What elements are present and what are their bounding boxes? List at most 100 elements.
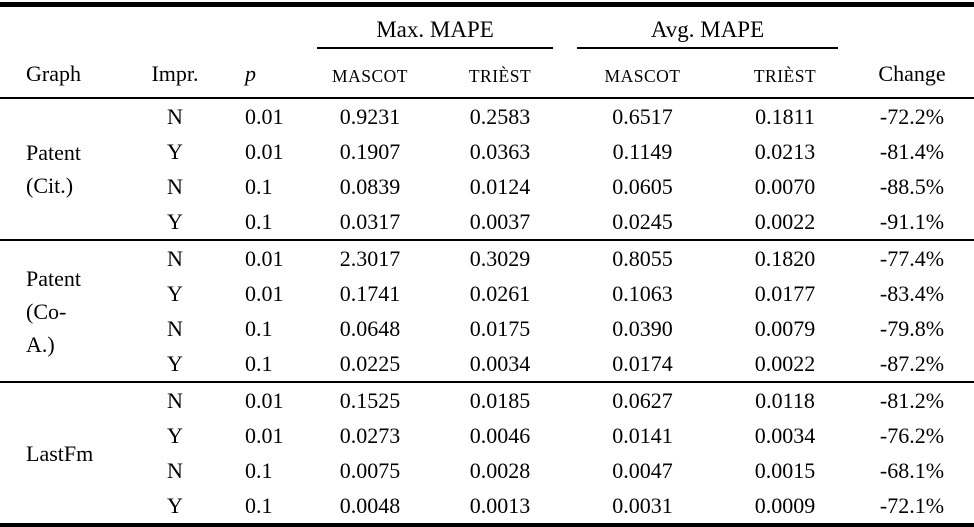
avg-mape-label: Avg. MAPE [650, 16, 765, 42]
cell-max-mascot: 0.1525 [305, 381, 435, 418]
cell-p: 0.1 [245, 315, 273, 341]
cell-max-mascot: 0.0225 [339, 350, 401, 376]
cell-impr: N [167, 173, 183, 199]
max-mape-group-header: Max. MAPE [305, 5, 565, 49]
cell-avg-mascot: 0.0047 [612, 457, 673, 483]
cell-change: -72.1% [879, 492, 945, 518]
cell-change: -88.5% [879, 173, 945, 199]
cell-change: -72.2% [879, 103, 945, 129]
cell-p: 0.1 [245, 173, 273, 199]
cell-impr: Y [167, 422, 183, 448]
col-header-change: Change [850, 49, 974, 99]
cell-impr: N [167, 457, 183, 483]
cell-impr: N [167, 103, 183, 129]
cell-impr: N [145, 239, 205, 276]
cell-change: -91.1% [879, 208, 945, 234]
cell-max-triest: 0.3029 [435, 239, 565, 276]
cell-avg-triest: 0.1811 [755, 103, 815, 129]
cell-max-triest: 0.0261 [469, 280, 531, 306]
cell-p: 0.1 [245, 457, 273, 483]
column-header-row: Graph Impr. p MASCOT TRIÈST MASCOT TRIÈS… [0, 49, 974, 99]
table-row: Y 0.1 0.0048 0.0013 0.0031 0.0009 -72.1% [0, 488, 974, 525]
cell-impr: Y [167, 208, 183, 234]
col-header-avg-triest: TRIÈST [720, 49, 850, 99]
max-mape-label: Max. MAPE [376, 16, 494, 42]
cell-p: 0.01 [245, 103, 284, 129]
table-row: N 0.1 0.0648 0.0175 0.0390 0.0079 -79.8% [0, 311, 974, 346]
cell-max-triest: 0.0175 [469, 315, 531, 341]
cell-impr: Y [167, 280, 183, 306]
table-row: Y 0.1 0.0317 0.0037 0.0245 0.0022 -91.1% [0, 204, 974, 240]
cell-p: 0.01 [245, 280, 284, 306]
cell-avg-mascot: 0.0141 [612, 422, 673, 448]
cell-p: 0.1 [245, 350, 273, 376]
cell-avg-triest: 0.1820 [720, 239, 850, 276]
cell-change: -77.4% [850, 239, 974, 276]
cell-max-triest: 0.0037 [469, 208, 531, 234]
table-row: Y 0.1 0.0225 0.0034 0.0174 0.0022 -87.2% [0, 346, 974, 382]
cell-max-mascot: 0.0648 [339, 315, 401, 341]
empty-header-cell [0, 5, 305, 50]
cell-max-triest: 0.0034 [469, 350, 531, 376]
group-patent-cit: Patent (Cit.) N 0.01 0.9231 0.2583 0.651… [0, 98, 974, 240]
group-patent-coa: Patent (Co- A.) N 0.01 2.3017 0.3029 0.8… [0, 239, 974, 382]
cell-max-mascot: 0.0273 [339, 422, 401, 448]
cell-change: -68.1% [879, 457, 945, 483]
cell-p: 0.01 [245, 422, 284, 448]
col-header-avg-mascot: MASCOT [565, 49, 720, 99]
cell-p: 0.01 [205, 239, 305, 276]
cell-avg-triest: 0.0034 [754, 422, 816, 448]
cell-max-triest: 0.0028 [469, 457, 531, 483]
cell-max-triest: 0.0013 [469, 492, 531, 518]
table-row: N 0.1 0.0075 0.0028 0.0047 0.0015 -68.1% [0, 453, 974, 488]
cell-impr: Y [167, 138, 183, 164]
cell-p: 0.01 [205, 381, 305, 418]
cell-avg-triest: 0.0079 [754, 315, 816, 341]
cell-max-mascot: 0.0048 [339, 492, 401, 518]
col-header-impr: Impr. [145, 49, 205, 99]
cell-max-triest: 0.0046 [469, 422, 531, 448]
col-header-graph: Graph [0, 49, 145, 99]
cell-change: -79.8% [879, 315, 945, 341]
cell-change: -87.2% [879, 350, 945, 376]
table-row: LastFm N 0.01 0.1525 0.0185 0.0627 0.011… [0, 381, 974, 525]
cell-impr: N [167, 315, 183, 341]
cell-avg-mascot: 0.0390 [612, 315, 673, 341]
cell-max-mascot: 0.0075 [339, 457, 401, 483]
cell-p: 0.01 [245, 138, 284, 164]
cell-avg-triest: 0.0022 [754, 208, 816, 234]
group-label-patent-coa: Patent (Co- A.) [0, 239, 145, 382]
table-row: Y 0.01 0.1907 0.0363 0.1149 0.0213 -81.4… [0, 134, 974, 169]
cell-max-mascot: 2.3017 [305, 239, 435, 276]
cell-avg-triest: 0.0015 [754, 457, 816, 483]
cell-avg-mascot: 0.0627 [565, 381, 720, 418]
cell-max-triest: 0.0185 [435, 381, 565, 418]
table-row: Patent (Co- A.) N 0.01 2.3017 0.3029 0.8… [0, 239, 974, 382]
cell-max-mascot: 0.9231 [339, 103, 401, 129]
group-label-patent-cit: Patent (Cit.) [26, 140, 81, 198]
group-lastfm: LastFm N 0.01 0.1525 0.0185 0.0627 0.011… [0, 381, 974, 525]
cell-impr: Y [167, 492, 183, 518]
cell-avg-triest: 0.0009 [754, 492, 816, 518]
cell-max-mascot: 0.0317 [339, 208, 401, 234]
table-row: Y 0.01 0.0273 0.0046 0.0141 0.0034 -76.2… [0, 418, 974, 453]
cell-avg-mascot: 0.0245 [612, 208, 673, 234]
cell-avg-mascot: 0.0174 [612, 350, 673, 376]
cell-p: 0.1 [245, 208, 273, 234]
cell-max-mascot: 0.1907 [339, 138, 401, 164]
cell-impr: Y [167, 350, 183, 376]
cell-change: -83.4% [879, 280, 945, 306]
cell-avg-triest: 0.0070 [754, 173, 816, 199]
table-row: Y 0.01 0.1741 0.0261 0.1063 0.0177 -83.4… [0, 276, 974, 311]
avg-mape-group-header: Avg. MAPE [565, 5, 850, 49]
cell-avg-mascot: 0.1063 [612, 280, 673, 306]
cell-p: 0.1 [245, 492, 273, 518]
group-header-row: Max. MAPE Avg. MAPE [0, 5, 974, 50]
col-header-max-triest: TRIÈST [435, 49, 565, 99]
cell-avg-mascot: 0.0031 [612, 492, 673, 518]
cell-max-triest: 0.2583 [469, 103, 531, 129]
cell-change: -76.2% [879, 422, 945, 448]
cell-change: -81.4% [879, 138, 945, 164]
col-header-p: p [205, 49, 305, 99]
